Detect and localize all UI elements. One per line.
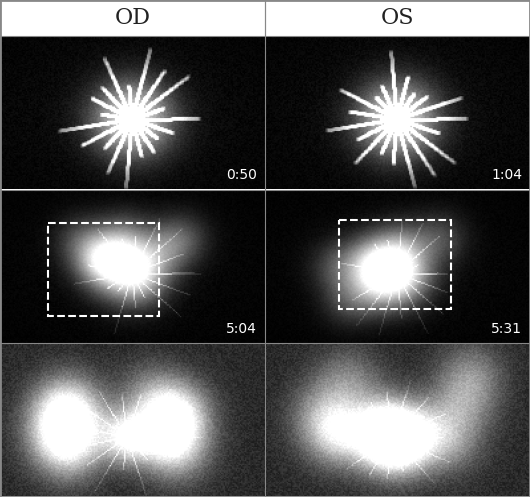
- Bar: [48, 223, 159, 316]
- Text: 1:04: 1:04: [491, 168, 522, 182]
- Text: 5:04: 5:04: [226, 322, 257, 335]
- Text: OS: OS: [381, 7, 414, 29]
- Bar: [339, 220, 450, 310]
- Text: 5:31: 5:31: [491, 322, 522, 335]
- Text: OD: OD: [114, 7, 151, 29]
- Text: 0:50: 0:50: [226, 168, 257, 182]
